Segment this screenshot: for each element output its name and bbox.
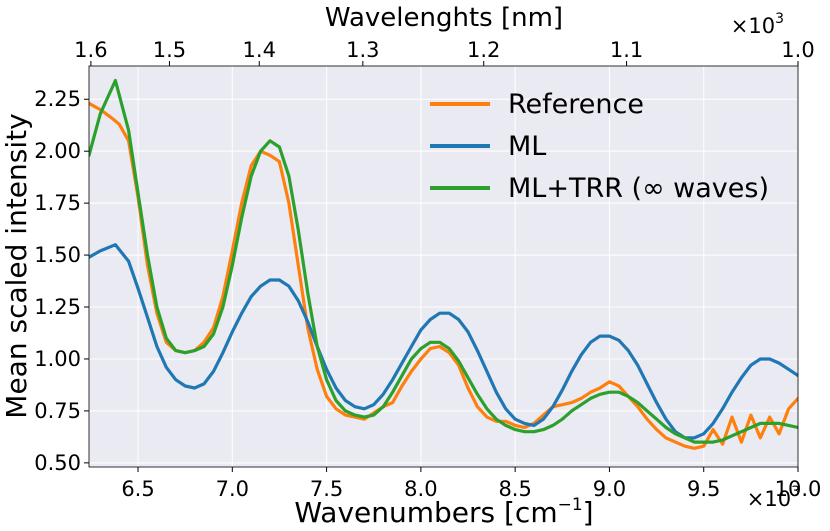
y-tick-label: 2.00 xyxy=(34,139,81,163)
grid xyxy=(89,66,799,467)
y-tick-label: 0.50 xyxy=(34,451,81,475)
x-tick-label: 7.5 xyxy=(310,477,343,501)
x-tick-label: 9.5 xyxy=(687,477,720,501)
series-line-1 xyxy=(89,101,798,450)
x-tick-label: 8.0 xyxy=(404,477,437,501)
y-tick-label: 2.25 xyxy=(34,87,81,111)
plot-area xyxy=(89,66,798,467)
y-axis-label: Mean scaled intensity xyxy=(0,113,33,418)
y-tick-label: 1.00 xyxy=(34,347,81,371)
y-tick-label: 1.75 xyxy=(34,191,81,215)
top-x-axis-label: Wavelenghts [nm] xyxy=(325,3,563,33)
legend: Reference ML ML+TRR (∞ waves) xyxy=(430,89,769,204)
top-tick-label: 1.1 xyxy=(610,38,643,62)
legend-label: ML+TRR (∞ waves) xyxy=(508,173,769,204)
x-axis: 6.5 7.0 7.5 8.0 8.5 9.0 9.5 10.0 xyxy=(121,467,821,501)
series-group xyxy=(89,78,798,450)
plot-frame xyxy=(88,65,799,468)
x-tick-label: 10.0 xyxy=(775,477,822,501)
y-tick-label: 0.75 xyxy=(34,399,81,423)
top-x-axis: 1.6 1.5 1.4 1.3 1.2 1.1 1.0 xyxy=(74,38,815,66)
y-tick-label: 1.50 xyxy=(34,243,81,267)
top-x-multiplier: ×103 xyxy=(731,11,784,38)
top-tick-label: 1.4 xyxy=(243,38,276,62)
x-tick-label: 7.0 xyxy=(216,477,249,501)
y-tick-label: 1.25 xyxy=(34,295,81,319)
top-tick-label: 1.5 xyxy=(153,38,186,62)
top-tick-label: 1.0 xyxy=(781,38,814,62)
legend-label: ML xyxy=(508,131,546,162)
top-tick-label: 1.3 xyxy=(346,38,379,62)
y-axis: 0.50 0.75 1.00 1.25 1.50 1.75 2.00 2.25 xyxy=(34,87,89,475)
series-line-3 xyxy=(89,78,798,444)
x-tick-label: 9.0 xyxy=(593,477,626,501)
top-tick-label: 1.6 xyxy=(74,38,107,62)
x-tick-label: 8.5 xyxy=(498,477,531,501)
legend-label: Reference xyxy=(508,89,644,120)
top-tick-label: 1.2 xyxy=(467,38,500,62)
x-axis-label: Wavenumbers [cm−1] xyxy=(294,495,593,529)
x-tick-label: 6.5 xyxy=(121,477,154,501)
x-multiplier: ×103 xyxy=(747,484,800,511)
